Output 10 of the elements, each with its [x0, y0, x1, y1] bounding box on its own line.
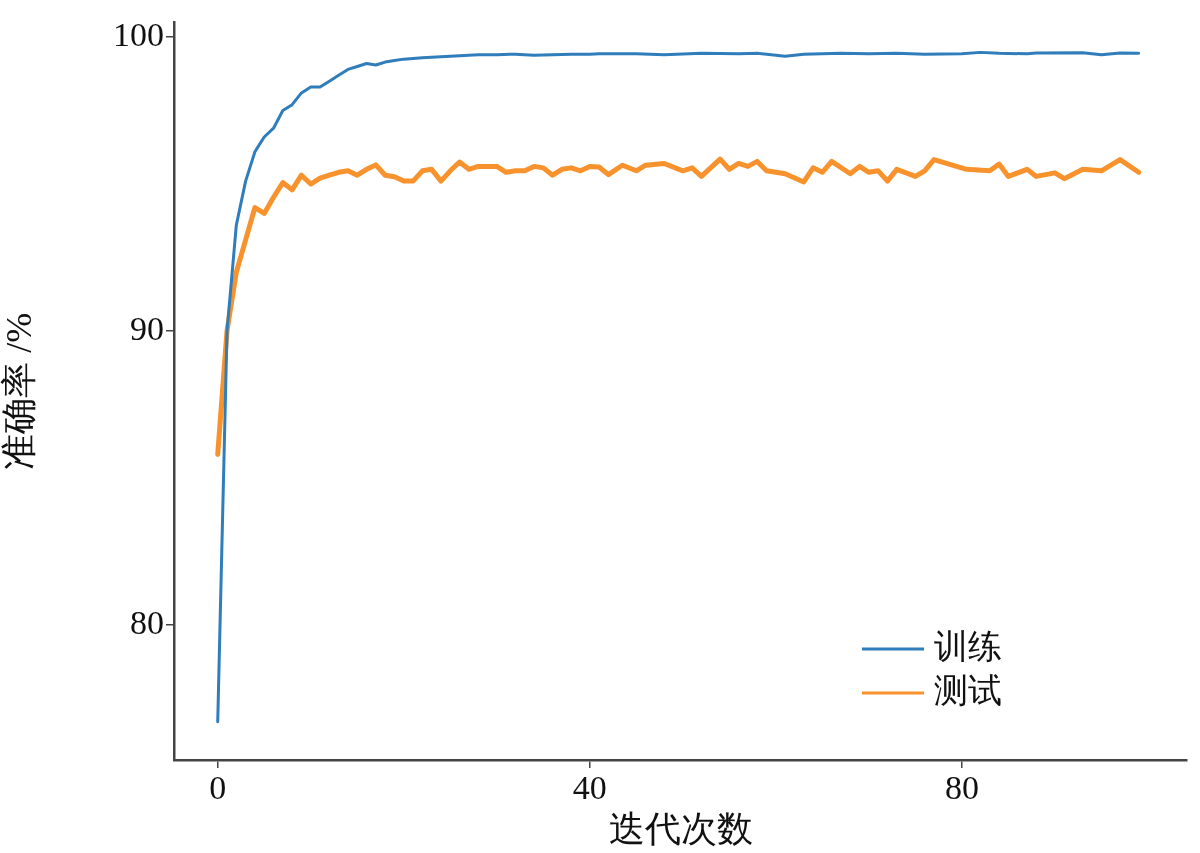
x-tick-label: 80 [944, 769, 979, 807]
x-axis-title: 迭代次数 [608, 808, 753, 849]
x-tick-label: 0 [209, 769, 227, 807]
y-tick-label: 80 [130, 603, 164, 641]
legend-label: 测试 [934, 671, 1002, 709]
y-axis-title: 准确率 /% [0, 312, 40, 470]
x-tick-label: 40 [572, 769, 607, 807]
y-tick-label: 100 [113, 16, 164, 54]
y-tick-label: 90 [130, 309, 164, 347]
legend-label: 训练 [934, 627, 1002, 665]
